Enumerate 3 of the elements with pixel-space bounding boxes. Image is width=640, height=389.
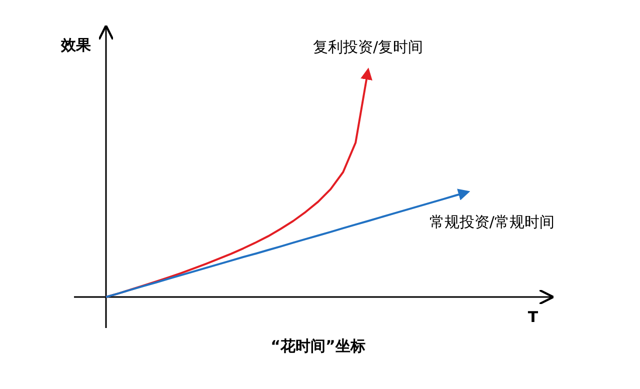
xlabel: “花时间”坐标 xyxy=(270,337,366,355)
ylabel: 效果 xyxy=(61,36,91,54)
annotation: T xyxy=(528,308,538,326)
